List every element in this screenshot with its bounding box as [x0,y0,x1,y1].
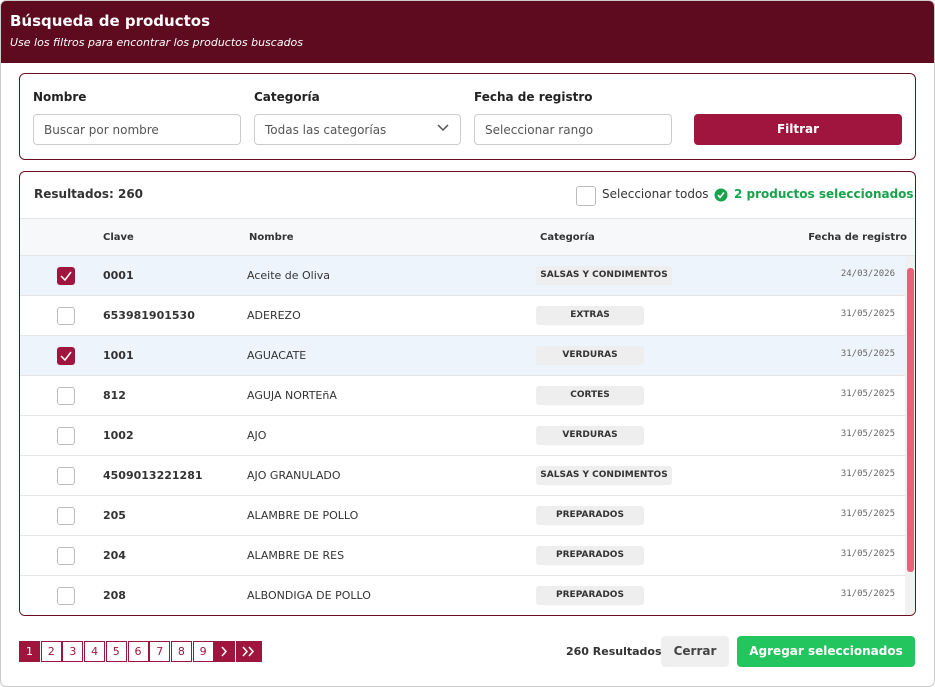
label: Categoría [254,90,320,104]
column-header: Categoría [540,232,595,243]
code: 812 [103,389,126,402]
page-button[interactable]: 7 [149,641,171,662]
page-button[interactable]: 3 [62,641,84,662]
table-row[interactable]: 1001 AGUACATE VERDURAS 31/05/2025 [20,336,905,376]
category-badge: PREPARADOS [536,546,644,565]
category-badge: CORTES [536,386,644,405]
page-button[interactable]: 2 [40,641,62,662]
page-button[interactable]: 9 [192,641,214,662]
product-name: ALAMBRE DE POLLO [247,509,359,522]
category-badge: SALSAS Y CONDIMENTOS [536,266,672,285]
table-row[interactable]: 0001 Aceite de Oliva SALSAS Y CONDIMENTOS 2… [20,256,905,296]
code: 0001 [103,269,134,282]
results-panel: Resultados: 260 Seleccionar todos 2 prod… [19,171,916,616]
code: 4509013221281 [103,469,203,482]
select-all-checkbox[interactable] [576,186,596,206]
category-select[interactable]: Todas las categorías [254,114,461,145]
table-row[interactable]: 208 ALBONDIGA DE POLLO PREPARADOS 31/05/202… [20,576,905,615]
category-badge: VERDURAS [536,346,644,365]
selected-count: 2 productos seleccionados [734,187,914,201]
product-name: Aceite de Oliva [247,269,331,282]
title: Búsqueda de productos [10,12,210,30]
table-row[interactable]: 204 ALAMBRE DE RES PREPARADOS 31/05/2025 [20,536,905,576]
column-header: Clave [103,232,134,243]
next-button[interactable] [214,641,236,662]
category-badge: PREPARADOS [536,586,644,605]
row-checkbox[interactable] [57,307,75,325]
table-header: Clave Nombre Categoría Fecha de registro [20,218,915,256]
date: 24/03/2026 [840,269,895,279]
product-name: ADEREZO [247,309,301,322]
date: 31/05/2025 [840,429,895,439]
page-button[interactable]: 4 [84,641,106,662]
page-button[interactable]: 8 [170,641,192,662]
total-results: 260 Resultados [566,645,662,658]
row-checkbox[interactable] [57,347,75,365]
date: 31/05/2025 [840,349,895,359]
product-name: AGUJA NORTEñA [247,389,337,402]
category-badge: PREPARADOS [536,506,644,525]
table-row[interactable]: 205 ALAMBRE DE POLLO PREPARADOS 31/05/2025 [20,496,905,536]
label: Fecha de registro [474,90,593,104]
add-button[interactable]: Agregar seleccionados [737,636,915,667]
filter-box [19,73,916,160]
page-button[interactable]: 5 [105,641,127,662]
date: 31/05/2025 [840,309,895,319]
last-button[interactable] [236,641,262,662]
code: 208 [103,589,126,602]
code: 205 [103,509,126,522]
product-name: AJO [247,429,267,442]
column-header: Nombre [249,232,294,243]
check-icon [714,188,728,202]
date: 31/05/2025 [840,509,895,519]
row-checkbox[interactable] [57,267,75,285]
row-checkbox[interactable] [57,427,75,445]
code: 1002 [103,429,134,442]
label: Nombre [33,90,87,104]
page-button[interactable]: 6 [127,641,149,662]
code: 204 [103,549,126,562]
select-all-label[interactable]: Seleccionar todos [602,187,709,201]
code: 653981901530 [103,309,195,322]
table-row[interactable]: 1002 AJO VERDURAS 31/05/2025 [20,416,905,456]
product-name: ALBONDIGA DE POLLO [247,589,371,602]
date: 31/05/2025 [840,589,895,599]
category-badge: VERDURAS [536,426,644,445]
row-checkbox[interactable] [57,467,75,485]
page-button[interactable]: 1 [19,641,40,662]
row-checkbox[interactable] [57,547,75,565]
close-button[interactable]: Cerrar [661,636,729,667]
date: 31/05/2025 [840,469,895,479]
column-header: Fecha de registro [808,232,907,243]
category-badge: EXTRAS [536,306,644,325]
table-row[interactable]: 812 AGUJA NORTEñA CORTES 31/05/2025 [20,376,905,416]
chevron [437,124,449,132]
date: 31/05/2025 [840,549,895,559]
category-badge: SALSAS Y CONDIMENTOS [536,466,672,485]
scrollbar-thumb[interactable] [907,268,914,572]
table-row[interactable]: 4509013221281 AJO GRANULADO SALSAS Y CONDI… [20,456,905,496]
row-checkbox[interactable] [57,387,75,405]
results-count: Resultados: 260 [34,187,144,201]
name-input[interactable]: Buscar por nombre [33,114,241,145]
table-body: 0001 Aceite de Oliva SALSAS Y CONDIMENTOS 2… [20,256,905,615]
date-input[interactable]: Seleccionar rango [474,114,672,145]
row-checkbox[interactable] [57,507,75,525]
product-name: ALAMBRE DE RES [247,549,345,562]
subtitle: Use los filtros para encontrar los produ… [10,36,304,49]
product-name: AGUACATE [247,349,307,362]
header [1,1,934,63]
row-checkbox[interactable] [57,587,75,605]
date: 31/05/2025 [840,389,895,399]
product-name: AJO GRANULADO [247,469,341,482]
code: 1001 [103,349,134,362]
table-row[interactable]: 653981901530 ADEREZO EXTRAS 31/05/2025 [20,296,905,336]
filter-button[interactable]: Filtrar [694,114,902,145]
